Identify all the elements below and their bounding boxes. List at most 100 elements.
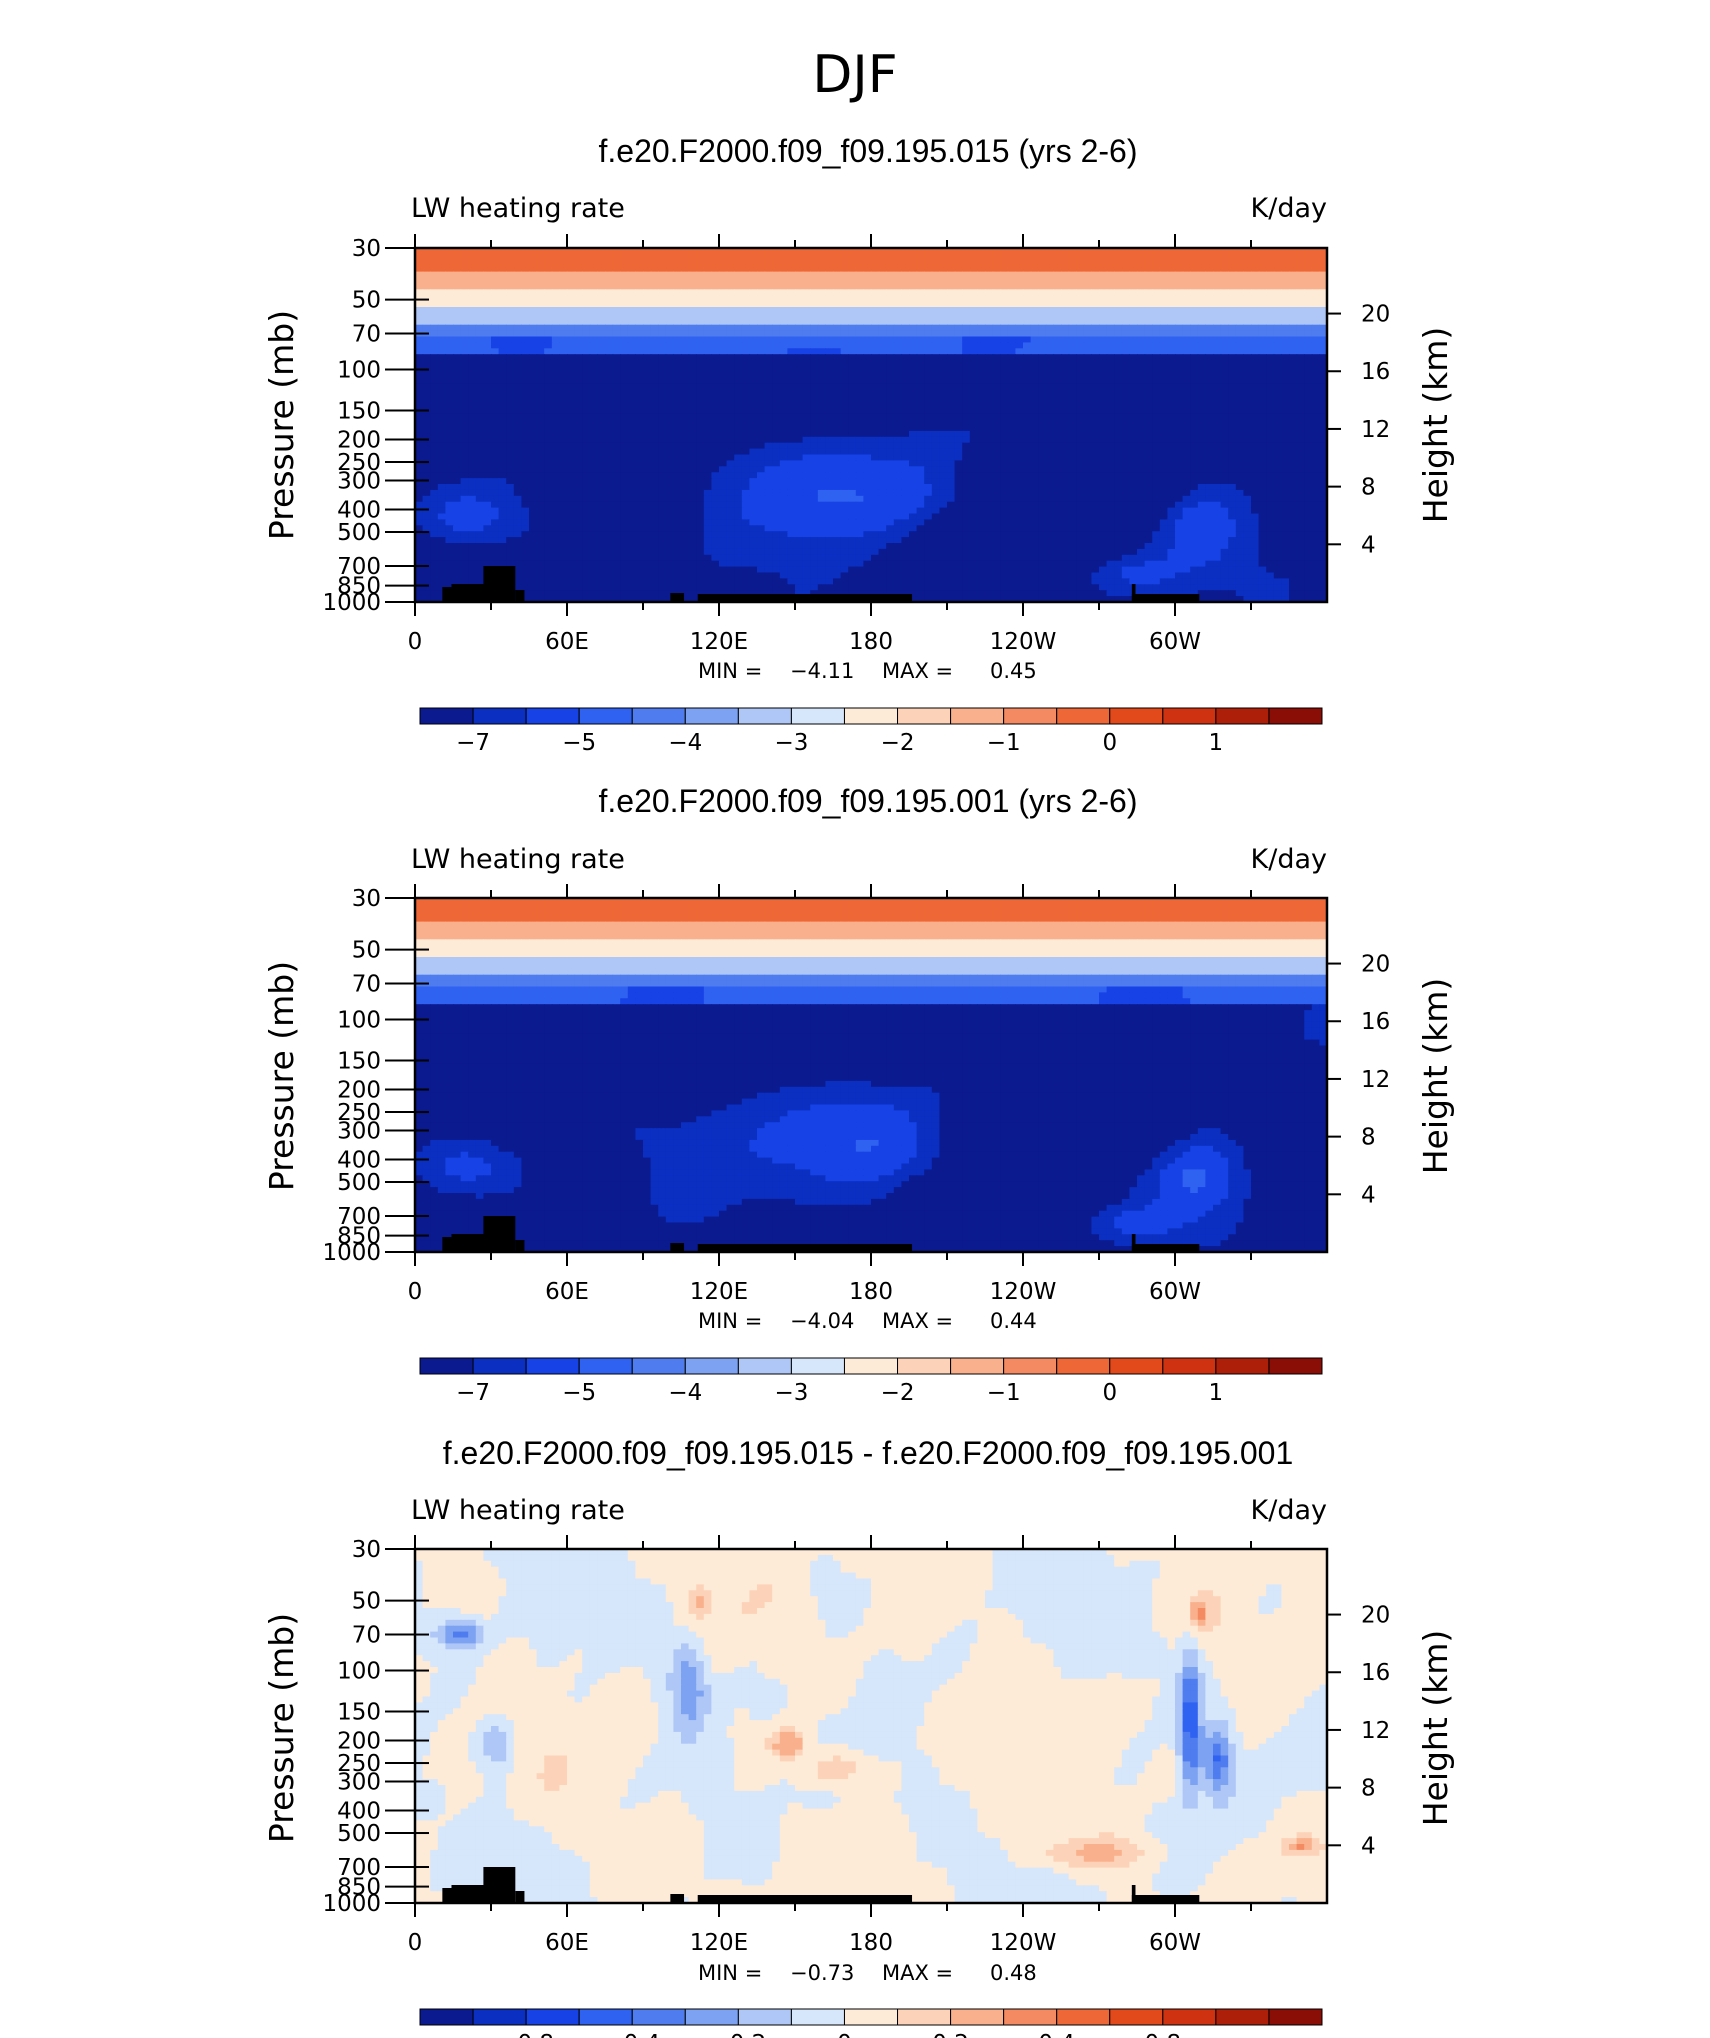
heatmap-cell — [1030, 271, 1039, 279]
heatmap-cell — [551, 366, 560, 373]
heatmap-cell — [817, 265, 826, 273]
heatmap-cell — [1038, 354, 1047, 361]
heatmap-cell — [1053, 253, 1062, 261]
heatmap-cell — [673, 425, 682, 432]
heatmap-cell — [1053, 454, 1062, 461]
heatmap-cell — [1175, 295, 1184, 302]
heatmap-cell — [589, 413, 598, 420]
heatmap-cell — [1319, 419, 1327, 426]
heatmap-cell — [1091, 354, 1100, 361]
heatmap-cell — [1167, 383, 1176, 391]
heatmap-cell — [1076, 301, 1085, 308]
heatmap-cell — [787, 277, 796, 284]
heatmap-cell — [795, 472, 804, 479]
heatmap-cell — [1053, 419, 1062, 426]
heatmap-cell — [787, 466, 796, 473]
heatmap-cell — [483, 466, 492, 473]
heatmap-cell — [1091, 401, 1100, 408]
heatmap-cell — [1281, 354, 1290, 361]
heatmap-cell — [795, 283, 804, 290]
heatmap-cell — [1000, 436, 1009, 444]
heatmap-cell — [825, 277, 834, 284]
heatmap-cell — [969, 395, 978, 402]
heatmap-cell — [544, 436, 553, 444]
heatmap-cell — [529, 419, 538, 426]
heatmap-cell — [734, 248, 743, 255]
heatmap-cell — [734, 348, 743, 355]
heatmap-cell — [855, 253, 864, 261]
heatmap-cell — [1000, 442, 1009, 450]
heatmap-cell — [1129, 277, 1138, 284]
heatmap-cell — [665, 354, 674, 361]
heatmap-cell — [1000, 248, 1009, 255]
heatmap-cell — [969, 342, 978, 349]
heatmap-cell — [635, 277, 644, 284]
heatmap-cell — [1258, 301, 1267, 308]
heatmap-cell — [1296, 271, 1305, 279]
heatmap-cell — [878, 489, 887, 497]
heatmap-cell — [688, 454, 697, 461]
heatmap-cell — [909, 265, 918, 273]
heatmap-cell — [521, 253, 530, 261]
heatmap-cell — [1289, 342, 1298, 349]
heatmap-cell — [483, 283, 492, 290]
heatmap-cell — [506, 259, 515, 267]
heatmap-cell — [1182, 354, 1191, 361]
heatmap-cell — [947, 342, 956, 349]
heatmap-cell — [795, 248, 804, 255]
heatmap-cell — [1091, 307, 1100, 314]
heatmap-cell — [567, 401, 576, 408]
heatmap-cell — [1266, 401, 1275, 408]
heatmap-cell — [909, 478, 918, 485]
heatmap-cell — [559, 413, 568, 420]
heatmap-cell — [415, 360, 424, 367]
heatmap-cell — [650, 454, 659, 461]
heatmap-cell — [741, 425, 750, 432]
heatmap-cell — [1023, 371, 1032, 379]
heatmap-cell — [415, 454, 424, 461]
heatmap-cell — [886, 489, 895, 497]
heatmap-cell — [643, 389, 652, 397]
heatmap-cell — [422, 259, 431, 267]
heatmap-cell — [1235, 389, 1244, 397]
heatmap-cell — [422, 401, 431, 408]
heatmap-cell — [1159, 454, 1168, 461]
heatmap-cell — [1205, 289, 1214, 296]
heatmap-cell — [620, 253, 629, 261]
heatmap-cell — [757, 330, 766, 338]
heatmap-cell — [1083, 419, 1092, 426]
heatmap-cell — [1068, 248, 1077, 255]
heatmap-cell — [1205, 371, 1214, 379]
heatmap-cell — [696, 377, 705, 385]
heatmap-cell — [1167, 472, 1176, 479]
heatmap-cell — [589, 442, 598, 450]
heatmap-cell — [734, 354, 743, 361]
heatmap-cell — [491, 389, 500, 397]
heatmap-cell — [483, 253, 492, 261]
heatmap-cell — [567, 389, 576, 397]
heatmap-cell — [658, 371, 667, 379]
heatmap-cell — [529, 442, 538, 450]
heatmap-cell — [795, 253, 804, 261]
heatmap-cell — [985, 472, 994, 479]
heatmap-cell — [855, 377, 864, 385]
heatmap-cell — [620, 265, 629, 273]
heatmap-cell — [551, 283, 560, 290]
heatmap-cell — [1304, 360, 1313, 367]
heatmap-cell — [491, 342, 500, 349]
heatmap-cell — [688, 360, 697, 367]
heatmap-cell — [1258, 289, 1267, 296]
heatmap-cell — [1311, 371, 1320, 379]
heatmap-cell — [605, 413, 614, 420]
heatmap-cell — [665, 295, 674, 302]
heatmap-cell — [969, 377, 978, 385]
heatmap-cell — [924, 348, 933, 355]
heatmap-cell — [954, 371, 963, 379]
heatmap-cell — [1197, 454, 1206, 461]
heatmap-cell — [567, 419, 576, 426]
heatmap-cell — [1159, 366, 1168, 373]
heatmap-cell — [833, 253, 842, 261]
heatmap-cell — [658, 295, 667, 302]
heatmap-cell — [643, 478, 652, 485]
heatmap-cell — [1228, 307, 1237, 314]
